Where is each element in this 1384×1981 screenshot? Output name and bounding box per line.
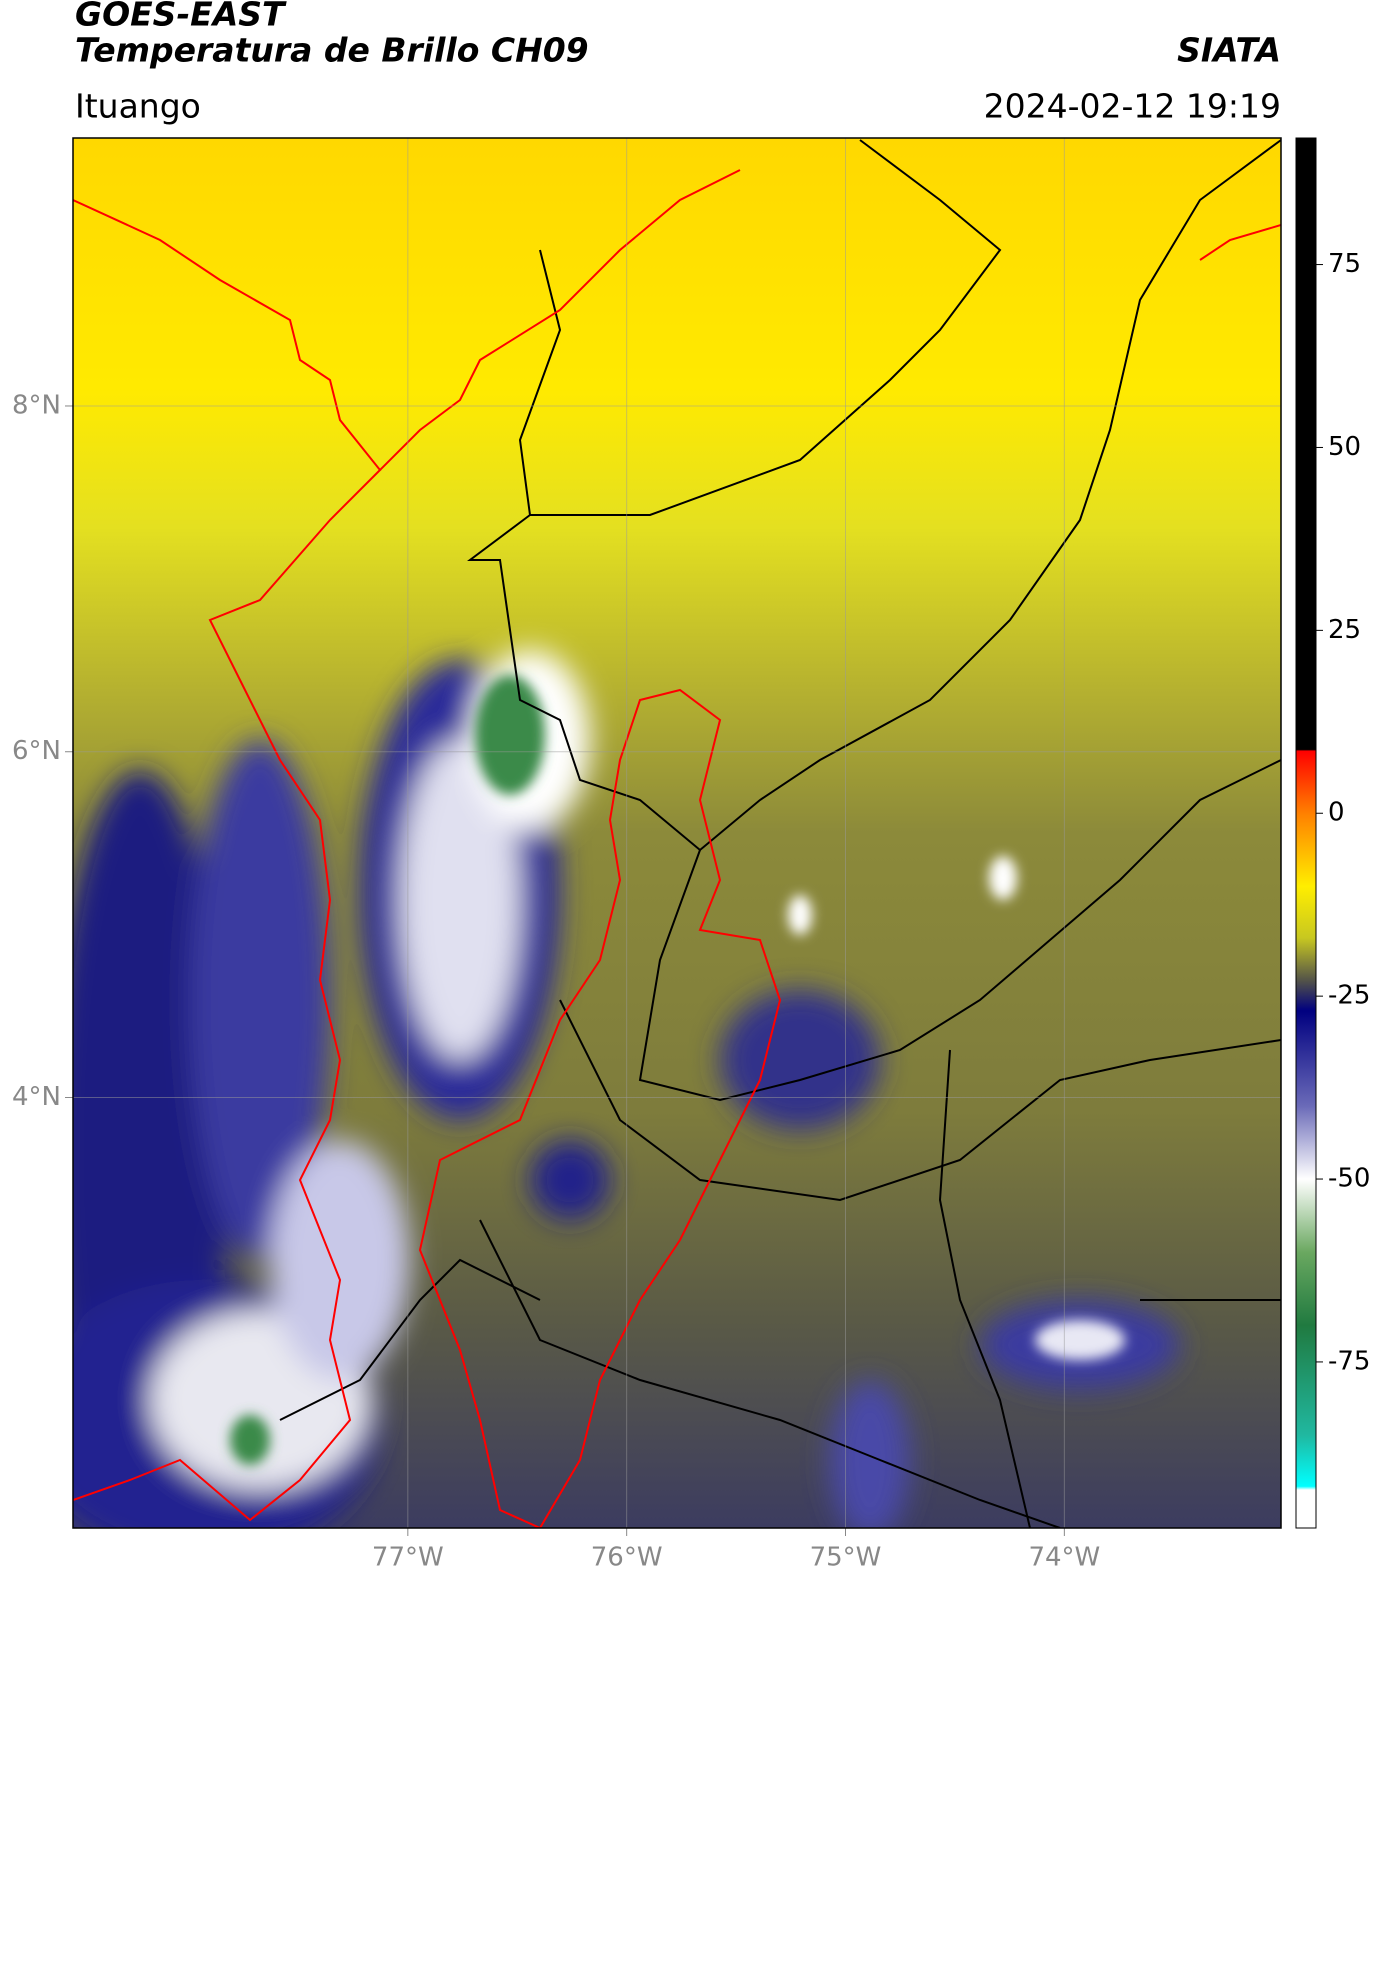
x-tick-label: 75°W bbox=[810, 1543, 882, 1573]
y-tick-label: 4°N bbox=[12, 1082, 61, 1112]
colorbar-tick-label: 25 bbox=[1328, 615, 1361, 645]
colorbar-tick-label: 75 bbox=[1328, 249, 1361, 279]
source: SIATA bbox=[1177, 31, 1281, 70]
colorbar-fill bbox=[1295, 137, 1317, 1529]
y-tick-label: 8°N bbox=[12, 390, 61, 420]
satellite-image bbox=[73, 138, 1281, 1528]
region: Ituango bbox=[75, 87, 201, 126]
colorbar-tick-label: -75 bbox=[1328, 1346, 1370, 1376]
colorbar-tick-label: -25 bbox=[1328, 981, 1370, 1011]
x-tick-label: 76°W bbox=[591, 1543, 663, 1573]
y-tick-label: 6°N bbox=[12, 736, 61, 766]
graticule: 77°W 76°W 75°W 74°W 8°N 6°N 4°N bbox=[12, 138, 1281, 1573]
colorbar: 75 50 25 0 -25 -50 -75 bbox=[1295, 137, 1370, 1529]
title: GOES-EAST bbox=[75, 0, 287, 34]
timestamp: 2024-02-12 19:19 bbox=[984, 87, 1281, 126]
colorbar-tick-label: 0 bbox=[1328, 798, 1345, 828]
x-tick-label: 77°W bbox=[372, 1543, 444, 1573]
colorbar-tick-label: 50 bbox=[1328, 432, 1361, 462]
subtitle: Temperatura de Brillo CH09 bbox=[75, 31, 589, 70]
map-frame bbox=[72, 137, 1282, 1529]
x-tick-label: 74°W bbox=[1028, 1543, 1100, 1573]
colorbar-tick-label: -50 bbox=[1328, 1164, 1370, 1194]
